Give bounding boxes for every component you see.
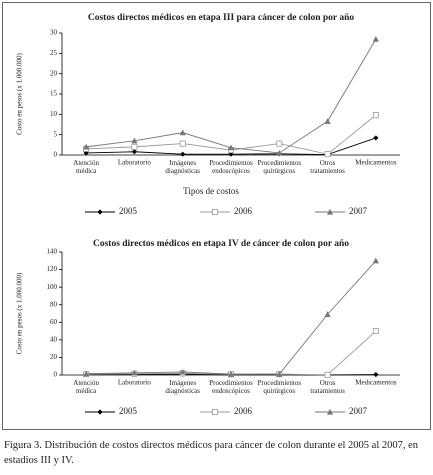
charts: Costos directos médicos en etapa III par… — [2, 2, 431, 430]
x-tick-label: Imágenes diagnósticas — [165, 379, 200, 395]
x-tick-label: Procedimientos quirúrgicos — [258, 159, 302, 175]
marker — [83, 143, 90, 150]
y-tick-label: 120 — [47, 265, 58, 273]
y-tick-label: 30 — [50, 29, 58, 37]
y-tick-label: 0 — [54, 151, 58, 159]
marker — [324, 371, 331, 378]
marker — [179, 129, 186, 136]
marker — [83, 370, 90, 377]
y-axis-label: Costo en pesos (x 1.000.000) — [16, 53, 24, 135]
x-tick-label: Procedimientos endoscópicos — [209, 159, 253, 175]
x-tick-label: Imágenes diagnósticas — [165, 159, 200, 175]
marker — [180, 151, 186, 157]
legend-label: 2005 — [119, 206, 138, 216]
x-tick-label: Procedimientos quirúrgicos — [258, 379, 302, 395]
series-line — [86, 330, 377, 376]
y-tick-label: 20 — [50, 353, 58, 361]
marker — [324, 151, 331, 158]
legend-marker — [326, 208, 334, 215]
marker — [276, 149, 283, 156]
legend-label: 2006 — [234, 406, 253, 416]
marker — [372, 36, 379, 42]
marker — [131, 143, 138, 150]
marker — [324, 118, 331, 124]
y-tick-label: 5 — [54, 130, 58, 138]
legend-marker — [97, 409, 103, 415]
frame — [2, 2, 431, 430]
x-axis-label: Tipos de costos — [183, 186, 239, 196]
y-tick-label: 140 — [47, 248, 58, 256]
marker — [372, 328, 379, 335]
marker — [227, 371, 235, 377]
legend-marker — [211, 408, 218, 415]
y-tick-label: 0 — [54, 371, 58, 379]
y-tick-label: 100 — [47, 283, 58, 291]
series-line — [86, 260, 377, 375]
y-tick-label: 10 — [50, 110, 58, 118]
y-tick-label: 25 — [50, 49, 58, 57]
marker — [131, 137, 138, 144]
legend-label: 2005 — [119, 406, 138, 416]
x-tick-label: Laboratorio — [118, 159, 152, 167]
x-tick-label: Medicamentos — [355, 159, 396, 167]
x-tick-label: Otros tratamientos — [310, 159, 345, 175]
y-axis-label: Costo en pesos (x 1.000.000) — [16, 272, 24, 354]
x-tick-label: Procedimientos endoscópicos — [209, 379, 253, 395]
chart-title: Costos directos médicos en etapa III par… — [88, 13, 355, 23]
marker — [373, 371, 379, 378]
x-tick-label: Atención médica — [73, 379, 99, 395]
marker — [276, 371, 283, 377]
marker — [131, 149, 138, 155]
y-tick-label: 20 — [50, 69, 58, 77]
series-line — [86, 38, 377, 154]
caption: Figura 3. Distribución de costos directo… — [4, 440, 419, 466]
y-tick-label: 15 — [50, 90, 58, 98]
x-tick-label: Medicamentos — [355, 379, 396, 387]
x-tick-label: Laboratorio — [118, 379, 152, 387]
marker — [276, 140, 283, 147]
legend-label: 2006 — [234, 206, 253, 216]
y-tick-label: 80 — [50, 300, 58, 308]
marker — [179, 140, 186, 147]
marker — [324, 311, 331, 317]
legend-marker — [97, 209, 103, 215]
x-tick-label: Otros tratamientos — [310, 379, 345, 395]
x-tick-label: Atención médica — [73, 159, 99, 175]
legend-label: 2007 — [349, 406, 368, 416]
legend-label: 2007 — [349, 206, 368, 216]
legend-marker — [326, 408, 334, 415]
legend-marker — [211, 208, 218, 215]
marker — [131, 369, 138, 376]
y-tick-label: 60 — [50, 318, 58, 326]
marker — [373, 135, 379, 141]
marker — [227, 144, 235, 151]
chart-title: Costos directos médicos en etapa IV de c… — [93, 239, 349, 249]
marker — [179, 368, 186, 375]
marker — [372, 257, 379, 264]
y-tick-label: 40 — [50, 335, 58, 343]
marker — [372, 112, 379, 119]
